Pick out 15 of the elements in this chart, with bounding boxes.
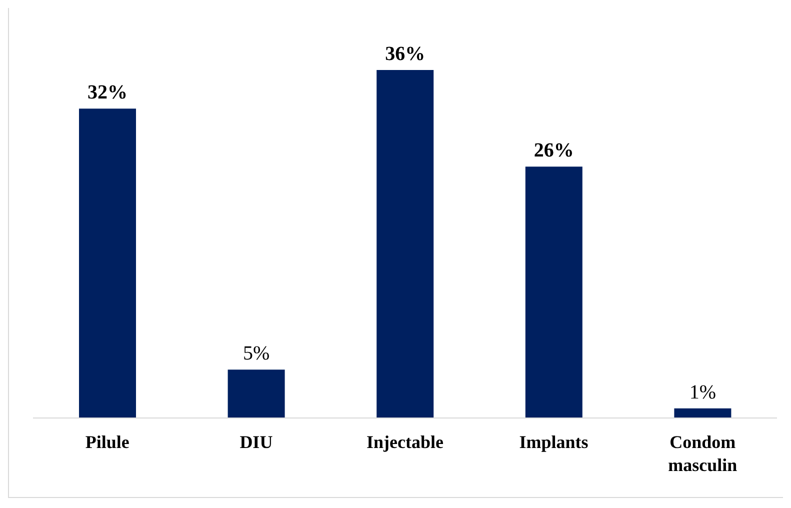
data-label: 36% (385, 43, 426, 65)
x-tick-label: DIU (240, 432, 273, 452)
x-tick-label: Implants (519, 432, 588, 452)
x-tick-label: Condom masculin (668, 432, 738, 475)
data-label: 5% (242, 342, 270, 365)
bar (525, 166, 582, 418)
bar (376, 70, 434, 418)
x-tick-label: Injectable (366, 432, 444, 452)
bar (228, 370, 285, 418)
data-label: 26% (534, 140, 574, 162)
data-label: 1% (689, 381, 716, 404)
bar (79, 108, 136, 418)
bar (674, 408, 732, 418)
x-tick-label: Pilule (85, 432, 130, 452)
data-label: 32% (88, 82, 128, 104)
